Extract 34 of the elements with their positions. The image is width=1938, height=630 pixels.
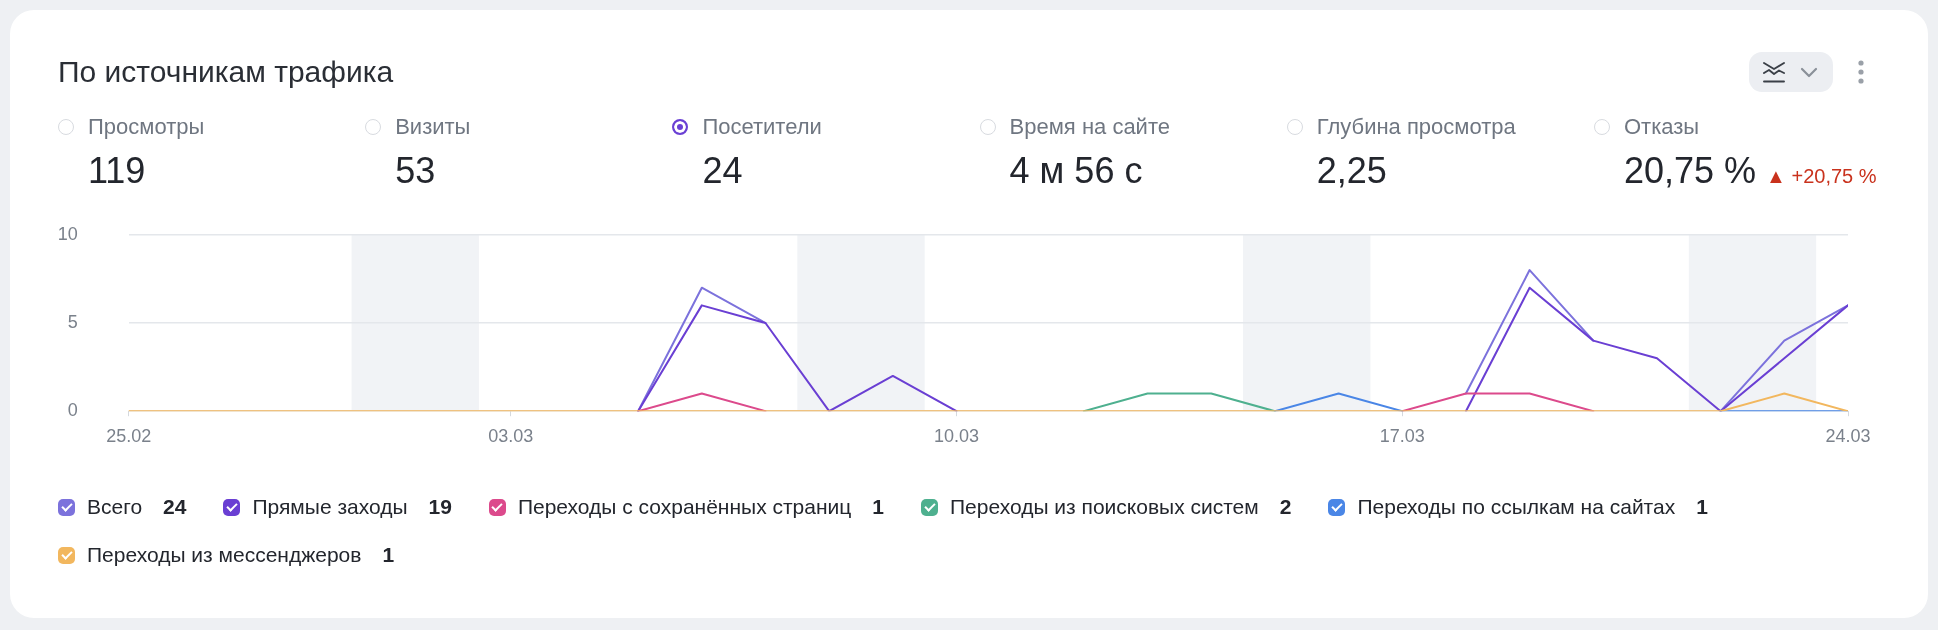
text: Посетители xyxy=(702,113,822,141)
text: 119 xyxy=(88,150,146,191)
legend-label: Переходы по ссылкам на сайтах xyxy=(1357,494,1676,520)
text: Просмотры xyxy=(88,113,205,141)
x-tick-label: 10.03 xyxy=(933,425,980,446)
text: 53 xyxy=(395,150,436,191)
legend-label: Переходы из мессенджеров xyxy=(87,542,362,568)
y-tick-label: 0 xyxy=(67,400,78,421)
y-tick-label: 10 xyxy=(57,223,78,244)
text: Отказы xyxy=(1624,113,1701,141)
text: Время на сайте xyxy=(1009,113,1170,141)
text: 4 м 56 с xyxy=(1009,150,1143,191)
text: Визиты xyxy=(395,113,471,141)
text: 1 xyxy=(382,542,395,568)
text: Глубина просмотра xyxy=(1316,113,1516,141)
text: 1 xyxy=(1696,494,1708,520)
text: 1 xyxy=(872,494,885,520)
legend-label: Переходы с сохранённых страниц xyxy=(517,494,852,520)
x-tick-label: 24.03 xyxy=(1825,425,1871,446)
text: 2 xyxy=(1279,494,1292,520)
chart-title: По источникам трафика xyxy=(58,54,394,90)
text: 24 xyxy=(163,494,187,520)
x-tick-label: 25.02 xyxy=(106,425,152,446)
x-tick-label: 17.03 xyxy=(1379,425,1425,446)
text: 20,75 % xyxy=(1624,150,1757,191)
legend-label: Переходы из поисковых систем xyxy=(950,494,1259,520)
legend-label: Прямые заходы xyxy=(252,494,408,520)
text: 2,25 xyxy=(1316,150,1387,191)
text: 19 xyxy=(428,494,452,520)
text: ▲ +20,75 % xyxy=(1766,165,1877,187)
legend-label: Всего xyxy=(87,494,143,520)
text: 24 xyxy=(702,150,743,191)
x-tick-label: 03.03 xyxy=(488,425,534,446)
y-tick-label: 5 xyxy=(67,311,78,332)
